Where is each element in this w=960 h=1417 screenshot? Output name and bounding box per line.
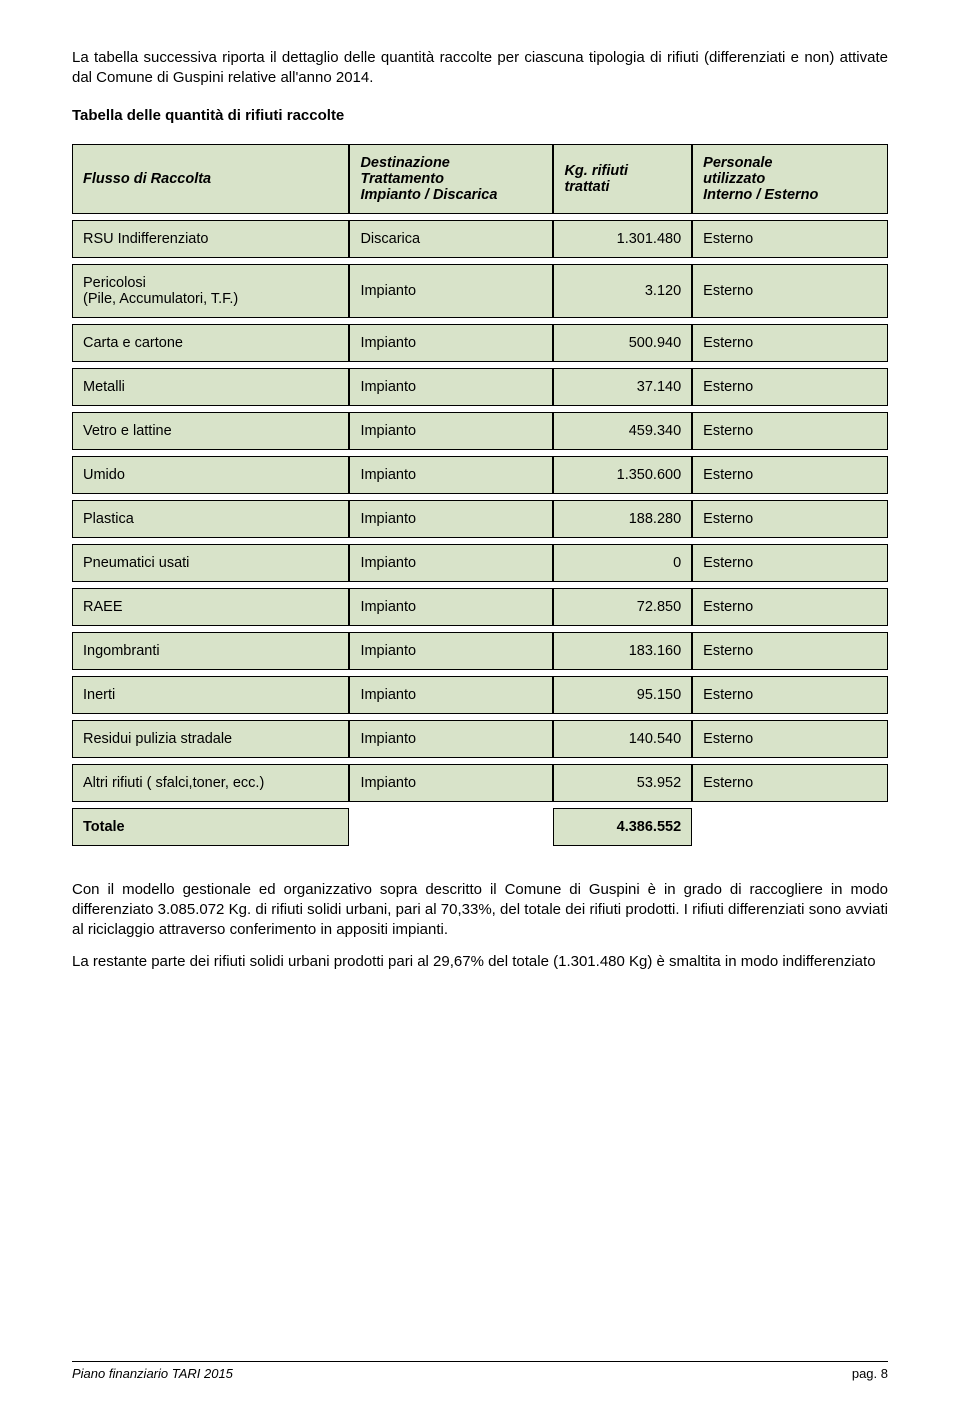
header-pers-l3: Interno / Esterno	[703, 187, 818, 203]
cell-kg: 1.301.480	[553, 220, 692, 258]
table-row: IngombrantiImpianto183.160Esterno	[72, 632, 888, 670]
paragraph-1: Con il modello gestionale ed organizzati…	[72, 880, 888, 941]
cell-dest: Impianto	[349, 588, 553, 626]
cell-pers: Esterno	[692, 588, 888, 626]
cell-dest: Impianto	[349, 676, 553, 714]
table-row: UmidoImpianto1.350.600Esterno	[72, 456, 888, 494]
cell-flusso: Umido	[72, 456, 349, 494]
cell-dest: Impianto	[349, 324, 553, 362]
header-pers-l2: utilizzato	[703, 171, 765, 187]
body-text: Con il modello gestionale ed organizzati…	[72, 880, 888, 973]
cell-flusso: Ingombranti	[72, 632, 349, 670]
cell-kg: 53.952	[553, 764, 692, 802]
cell-kg: 140.540	[553, 720, 692, 758]
cell-kg: 0	[553, 544, 692, 582]
cell-flusso: Plastica	[72, 500, 349, 538]
intro-paragraph: La tabella successiva riporta il dettagl…	[72, 48, 888, 89]
cell-kg: 459.340	[553, 412, 692, 450]
total-kg: 4.386.552	[553, 808, 692, 846]
cell-flusso: Altri rifiuti ( sfalci,toner, ecc.)	[72, 764, 349, 802]
cell-pers: Esterno	[692, 456, 888, 494]
cell-pers: Esterno	[692, 676, 888, 714]
cell-flusso: Carta e cartone	[72, 324, 349, 362]
table-title: Tabella delle quantità di rifiuti raccol…	[72, 107, 888, 124]
total-empty2	[692, 808, 888, 846]
header-pers-l1: Personale	[703, 155, 772, 171]
cell-dest: Impianto	[349, 544, 553, 582]
footer-left: Piano finanziario TARI 2015	[72, 1366, 233, 1381]
table-row: Residui pulizia stradaleImpianto140.540E…	[72, 720, 888, 758]
table-row: PlasticaImpianto188.280Esterno	[72, 500, 888, 538]
header-kg: Kg. rifiuti trattati	[553, 144, 692, 214]
paragraph-2: La restante parte dei rifiuti solidi urb…	[72, 952, 888, 972]
cell-pers: Esterno	[692, 264, 888, 318]
header-dest-l3: Impianto / Discarica	[360, 187, 497, 203]
table-row: InertiImpianto95.150Esterno	[72, 676, 888, 714]
page-footer: Piano finanziario TARI 2015 pag. 8	[72, 1361, 888, 1381]
cell-pers: Esterno	[692, 324, 888, 362]
cell-dest: Impianto	[349, 456, 553, 494]
cell-dest: Discarica	[349, 220, 553, 258]
cell-dest: Impianto	[349, 764, 553, 802]
cell-dest: Impianto	[349, 412, 553, 450]
header-flusso-label: Flusso di Raccolta	[83, 171, 211, 187]
cell-kg: 500.940	[553, 324, 692, 362]
table-row: Altri rifiuti ( sfalci,toner, ecc.)Impia…	[72, 764, 888, 802]
cell-dest: Impianto	[349, 632, 553, 670]
total-empty1	[349, 808, 553, 846]
cell-flusso: Residui pulizia stradale	[72, 720, 349, 758]
header-kg-l1: Kg. rifiuti	[564, 163, 628, 179]
cell-kg: 183.160	[553, 632, 692, 670]
cell-pers: Esterno	[692, 544, 888, 582]
cell-pers: Esterno	[692, 720, 888, 758]
footer-page-number: pag. 8	[852, 1366, 888, 1381]
cell-kg: 188.280	[553, 500, 692, 538]
header-kg-l2: trattati	[564, 179, 609, 195]
header-destinazione: Destinazione Trattamento Impianto / Disc…	[349, 144, 553, 214]
cell-dest: Impianto	[349, 500, 553, 538]
table-row: RSU IndifferenziatoDiscarica1.301.480Est…	[72, 220, 888, 258]
table-row: Pneumatici usatiImpianto0Esterno	[72, 544, 888, 582]
cell-flusso: RAEE	[72, 588, 349, 626]
cell-dest: Impianto	[349, 264, 553, 318]
cell-pers: Esterno	[692, 368, 888, 406]
table-row: Pericolosi(Pile, Accumulatori, T.F.)Impi…	[72, 264, 888, 318]
cell-kg: 3.120	[553, 264, 692, 318]
cell-dest: Impianto	[349, 368, 553, 406]
header-dest-l2: Trattamento	[360, 171, 444, 187]
waste-table: Flusso di Raccolta Destinazione Trattame…	[72, 138, 888, 852]
table-row: MetalliImpianto37.140Esterno	[72, 368, 888, 406]
cell-flusso: Vetro e lattine	[72, 412, 349, 450]
total-label: Totale	[72, 808, 349, 846]
header-flusso: Flusso di Raccolta	[72, 144, 349, 214]
cell-pers: Esterno	[692, 500, 888, 538]
cell-kg: 37.140	[553, 368, 692, 406]
cell-dest: Impianto	[349, 720, 553, 758]
table-header-row: Flusso di Raccolta Destinazione Trattame…	[72, 144, 888, 214]
cell-flusso: Metalli	[72, 368, 349, 406]
cell-flusso: RSU Indifferenziato	[72, 220, 349, 258]
cell-pers: Esterno	[692, 764, 888, 802]
cell-flusso: Pericolosi(Pile, Accumulatori, T.F.)	[72, 264, 349, 318]
cell-pers: Esterno	[692, 412, 888, 450]
cell-pers: Esterno	[692, 632, 888, 670]
table-row: Vetro e lattineImpianto459.340Esterno	[72, 412, 888, 450]
total-row: Totale 4.386.552	[72, 808, 888, 846]
table-row: Carta e cartoneImpianto500.940Esterno	[72, 324, 888, 362]
cell-kg: 1.350.600	[553, 456, 692, 494]
table-row: RAEEImpianto72.850Esterno	[72, 588, 888, 626]
cell-kg: 95.150	[553, 676, 692, 714]
cell-pers: Esterno	[692, 220, 888, 258]
cell-kg: 72.850	[553, 588, 692, 626]
cell-flusso: Pneumatici usati	[72, 544, 349, 582]
header-dest-l1: Destinazione	[360, 155, 449, 171]
cell-flusso: Inerti	[72, 676, 349, 714]
header-personale: Personale utilizzato Interno / Esterno	[692, 144, 888, 214]
